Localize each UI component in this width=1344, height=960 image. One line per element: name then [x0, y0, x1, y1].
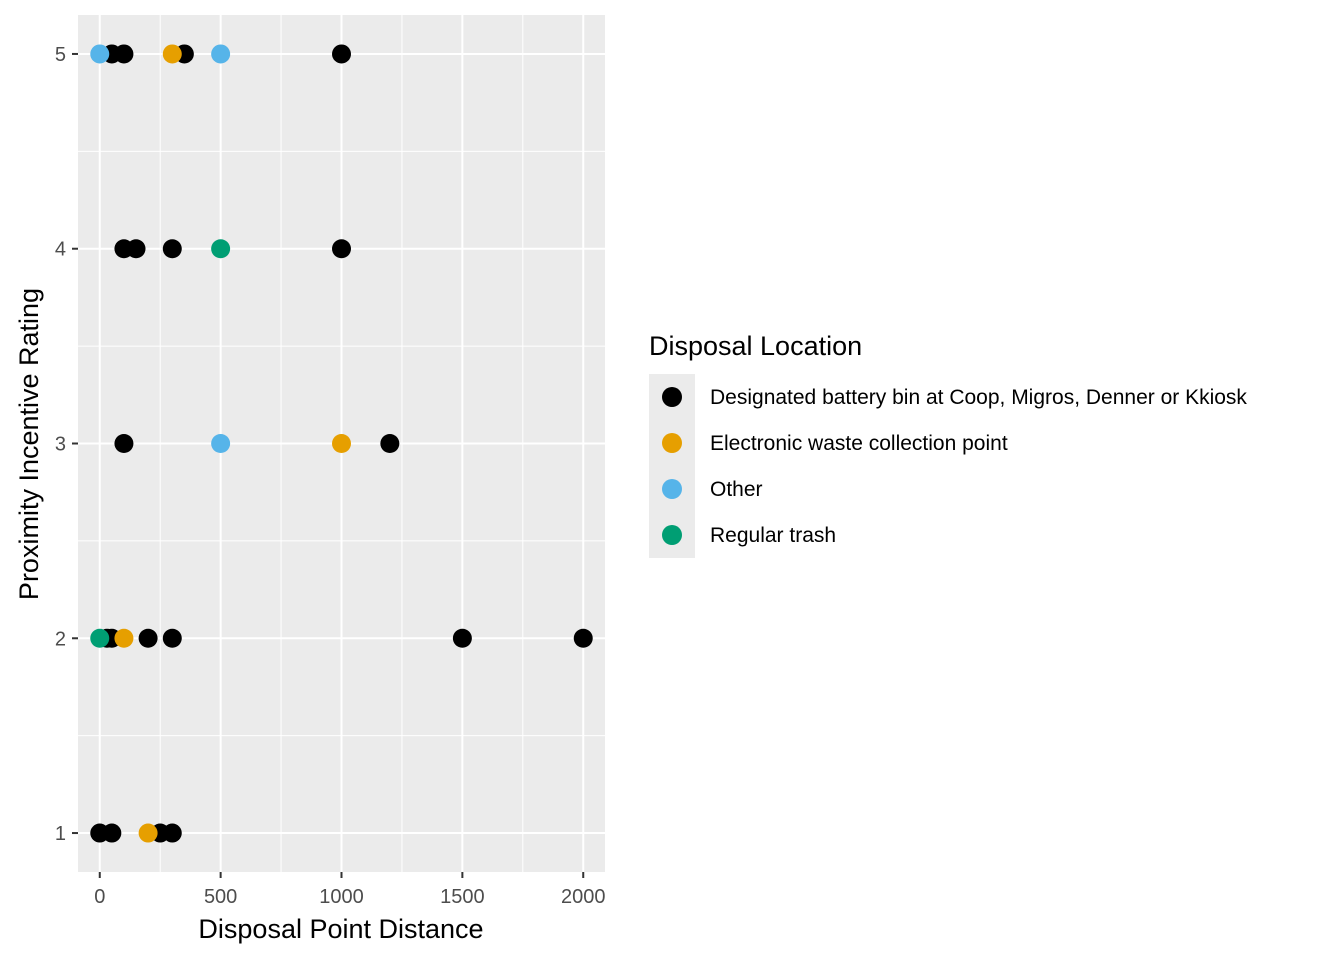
- data-point: [138, 823, 158, 843]
- data-point: [114, 628, 134, 648]
- x-tick-label: 2000: [561, 886, 606, 908]
- legend: Designated battery bin at Coop, Migros, …: [662, 386, 1247, 547]
- legend-label: Regular trash: [710, 524, 836, 547]
- legend-label: Designated battery bin at Coop, Migros, …: [710, 386, 1247, 409]
- y-tick-label: 5: [55, 44, 66, 66]
- data-point: [102, 823, 122, 843]
- x-tick-label: 500: [204, 886, 237, 908]
- data-point: [126, 239, 146, 259]
- data-point: [332, 434, 351, 453]
- y-tick-label: 2: [55, 628, 66, 650]
- legend-label: Other: [710, 478, 763, 501]
- x-axis: 0 500 1000 1500 2000: [94, 872, 605, 908]
- data-point: [332, 239, 351, 259]
- y-tick-label: 1: [55, 823, 66, 845]
- x-tick-label: 1000: [319, 886, 364, 908]
- data-point: [162, 628, 182, 648]
- data-point: [452, 628, 472, 648]
- data-point: [211, 239, 231, 259]
- data-points: [90, 44, 593, 843]
- data-point: [162, 239, 182, 259]
- data-point: [573, 628, 593, 648]
- legend-title: Disposal Location: [649, 331, 862, 361]
- legend-key: [662, 433, 682, 453]
- x-tick-label: 0: [94, 886, 105, 908]
- legend-key: [662, 525, 682, 545]
- data-point: [380, 434, 400, 453]
- data-point: [138, 628, 158, 648]
- data-point: [211, 44, 231, 64]
- y-axis: 1 2 3 4 5: [55, 44, 78, 845]
- x-axis-title: Disposal Point Distance: [198, 914, 483, 944]
- data-point: [162, 44, 182, 64]
- data-point: [90, 44, 110, 64]
- legend-key: [662, 479, 682, 499]
- legend-key: [662, 387, 682, 407]
- x-tick-label: 1500: [440, 886, 485, 908]
- y-tick-label: 3: [55, 434, 66, 456]
- data-point: [114, 44, 134, 64]
- y-axis-title: Proximity Incentive Rating: [14, 288, 44, 600]
- data-point: [90, 628, 110, 648]
- data-point: [211, 434, 231, 453]
- y-tick-label: 4: [55, 239, 66, 261]
- data-point: [114, 434, 134, 453]
- data-point: [162, 823, 182, 843]
- legend-label: Electronic waste collection point: [710, 432, 1008, 455]
- data-point: [332, 44, 351, 64]
